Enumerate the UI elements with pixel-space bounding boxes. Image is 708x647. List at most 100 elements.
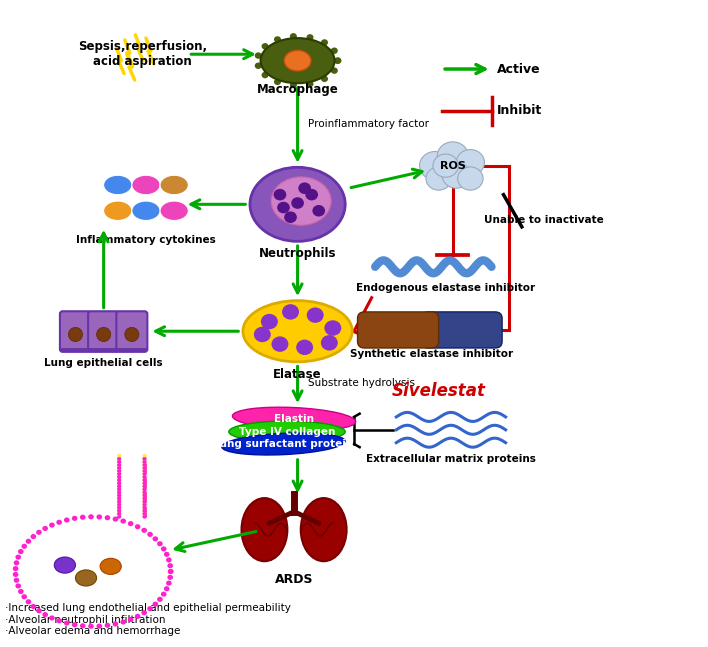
Circle shape — [157, 597, 163, 602]
Circle shape — [117, 460, 121, 464]
Text: ·Alveolar edema and hemorrhage: ·Alveolar edema and hemorrhage — [5, 626, 181, 637]
Text: Neutrophils: Neutrophils — [259, 248, 336, 261]
Circle shape — [117, 505, 121, 509]
Ellipse shape — [255, 52, 262, 59]
Circle shape — [164, 586, 169, 591]
Ellipse shape — [69, 327, 83, 342]
Circle shape — [117, 457, 121, 461]
Circle shape — [117, 512, 121, 516]
Circle shape — [273, 189, 286, 201]
Circle shape — [80, 514, 86, 520]
Text: Elatase: Elatase — [273, 368, 322, 381]
Circle shape — [271, 336, 288, 352]
Circle shape — [117, 484, 121, 488]
Circle shape — [142, 610, 147, 615]
FancyBboxPatch shape — [60, 311, 91, 352]
Circle shape — [117, 496, 121, 500]
Circle shape — [16, 584, 21, 589]
Circle shape — [282, 304, 299, 320]
Ellipse shape — [290, 33, 297, 39]
Circle shape — [277, 202, 290, 214]
Circle shape — [142, 472, 147, 476]
Text: ROS: ROS — [440, 160, 466, 171]
Circle shape — [117, 490, 121, 494]
Circle shape — [57, 618, 62, 623]
Circle shape — [142, 478, 147, 482]
Ellipse shape — [271, 177, 331, 225]
Circle shape — [142, 454, 147, 457]
Ellipse shape — [321, 76, 328, 82]
Ellipse shape — [232, 407, 355, 430]
Ellipse shape — [307, 81, 314, 87]
Circle shape — [36, 608, 42, 613]
Circle shape — [152, 536, 158, 542]
Circle shape — [142, 481, 147, 485]
Circle shape — [117, 463, 121, 466]
Circle shape — [142, 469, 147, 473]
Circle shape — [161, 591, 166, 597]
Circle shape — [117, 472, 121, 476]
Circle shape — [298, 182, 311, 194]
Circle shape — [433, 154, 458, 177]
Circle shape — [120, 619, 126, 624]
Circle shape — [442, 162, 470, 188]
Circle shape — [142, 490, 147, 494]
Text: Active: Active — [497, 63, 541, 76]
Ellipse shape — [331, 47, 338, 54]
Circle shape — [261, 314, 278, 329]
Text: Macrophage: Macrophage — [257, 83, 338, 96]
Ellipse shape — [103, 175, 132, 195]
Ellipse shape — [331, 67, 338, 74]
Circle shape — [142, 493, 147, 497]
Circle shape — [142, 469, 147, 473]
Circle shape — [157, 541, 163, 546]
Circle shape — [117, 493, 121, 497]
Ellipse shape — [284, 50, 311, 71]
Circle shape — [312, 205, 325, 217]
Text: Elastin: Elastin — [274, 414, 314, 424]
Circle shape — [25, 599, 31, 604]
Circle shape — [142, 503, 147, 507]
Circle shape — [142, 494, 147, 498]
Circle shape — [426, 167, 451, 190]
Text: Unable to inactivate: Unable to inactivate — [484, 215, 604, 225]
Circle shape — [147, 606, 153, 611]
Circle shape — [152, 602, 158, 607]
Circle shape — [128, 617, 134, 622]
Ellipse shape — [290, 82, 297, 88]
Circle shape — [36, 530, 42, 535]
Circle shape — [88, 514, 94, 520]
Ellipse shape — [132, 201, 160, 221]
Circle shape — [168, 569, 173, 574]
Ellipse shape — [229, 421, 346, 443]
Circle shape — [88, 624, 94, 629]
Circle shape — [142, 512, 147, 516]
Circle shape — [117, 466, 121, 470]
Circle shape — [72, 516, 77, 521]
Circle shape — [49, 523, 55, 528]
Circle shape — [142, 499, 147, 503]
FancyBboxPatch shape — [116, 311, 147, 352]
Circle shape — [166, 557, 172, 562]
Circle shape — [142, 499, 147, 503]
Circle shape — [117, 512, 121, 516]
Circle shape — [96, 514, 102, 520]
Circle shape — [142, 506, 147, 510]
Circle shape — [105, 515, 110, 520]
Text: Sivelestat: Sivelestat — [392, 382, 486, 400]
Circle shape — [72, 622, 77, 628]
Circle shape — [57, 520, 62, 525]
Circle shape — [142, 457, 147, 461]
Text: ARDS: ARDS — [275, 573, 314, 586]
Ellipse shape — [222, 433, 345, 455]
Circle shape — [21, 594, 27, 599]
Circle shape — [161, 546, 166, 551]
Circle shape — [117, 506, 121, 510]
Circle shape — [142, 463, 147, 467]
FancyBboxPatch shape — [88, 311, 119, 352]
Circle shape — [117, 499, 121, 503]
Ellipse shape — [334, 58, 341, 64]
Circle shape — [21, 543, 27, 549]
Circle shape — [128, 521, 134, 526]
Circle shape — [117, 503, 121, 507]
